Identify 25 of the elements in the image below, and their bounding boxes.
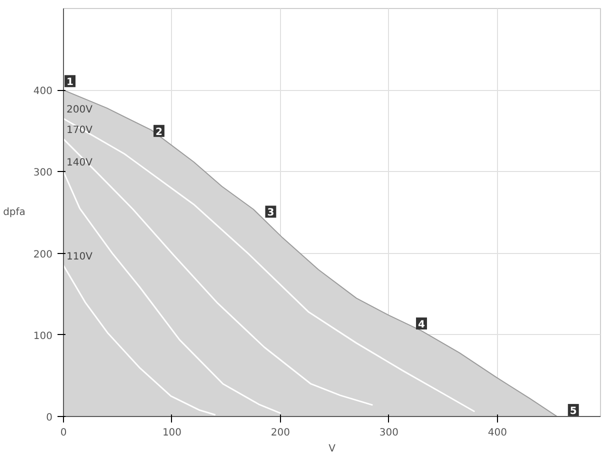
x-tick-label: 200 [270, 428, 290, 438]
y-tick-label: 400 [33, 86, 53, 98]
y-tick-label: 0 [46, 412, 53, 424]
series-label: 110V [66, 252, 93, 263]
series-label: 170V [66, 125, 93, 136]
annotation: 1 [66, 77, 74, 88]
x-tick-label: 400 [488, 428, 507, 438]
x-tick-label: 100 [162, 428, 182, 438]
annotation: 2 [155, 126, 162, 138]
line-series [64, 118, 476, 412]
line-series [64, 264, 216, 416]
x-tick-label: 0 [60, 428, 67, 438]
series-label: 200V [66, 104, 93, 116]
line-series [64, 138, 374, 406]
x-axis-title: V [328, 444, 336, 454]
annotation: 5 [570, 406, 577, 417]
x-tick-label: 300 [379, 428, 399, 438]
line-series [64, 170, 282, 414]
y-tick-label: 200 [33, 249, 53, 260]
y-axis-title: dpfa [3, 207, 26, 218]
y-tick-label: 300 [33, 168, 53, 179]
annotation: 3 [267, 208, 274, 219]
series-label: 140V [66, 158, 93, 169]
y-tick-label: 100 [33, 330, 53, 342]
annotation: 4 [418, 319, 426, 330]
